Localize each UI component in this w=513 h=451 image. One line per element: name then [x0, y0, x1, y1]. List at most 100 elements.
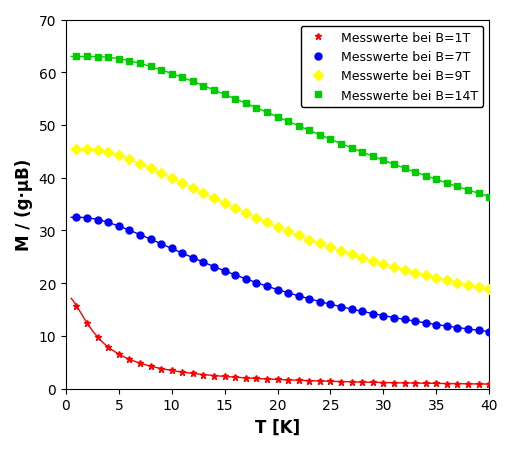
Messwerte bei B=7T: [190, 255, 196, 261]
Messwerte bei B=7T: [179, 251, 185, 256]
Messwerte bei B=7T: [444, 324, 450, 329]
Messwerte bei B=1T: [137, 361, 143, 366]
Messwerte bei B=9T: [73, 147, 80, 152]
Messwerte bei B=1T: [285, 377, 291, 383]
Messwerte bei B=9T: [84, 147, 90, 152]
Messwerte bei B=1T: [370, 380, 376, 385]
Messwerte bei B=9T: [94, 148, 101, 153]
Messwerte bei B=1T: [148, 364, 154, 369]
Line: Messwerte bei B=9T: Messwerte bei B=9T: [73, 146, 492, 293]
Messwerte bei B=14T: [295, 124, 302, 129]
Line: Messwerte bei B=7T: Messwerte bei B=7T: [73, 214, 492, 336]
Messwerte bei B=14T: [486, 194, 492, 200]
Messwerte bei B=9T: [402, 268, 408, 273]
Messwerte bei B=14T: [423, 174, 429, 179]
Messwerte bei B=9T: [222, 201, 228, 207]
Messwerte bei B=1T: [116, 352, 122, 357]
Messwerte bei B=7T: [402, 317, 408, 322]
Messwerte bei B=14T: [116, 57, 122, 62]
Messwerte bei B=7T: [253, 280, 260, 285]
Messwerte bei B=9T: [423, 273, 429, 279]
Messwerte bei B=7T: [232, 272, 239, 278]
Messwerte bei B=7T: [211, 264, 217, 270]
Messwerte bei B=9T: [465, 283, 471, 288]
Messwerte bei B=14T: [476, 191, 482, 197]
Messwerte bei B=1T: [295, 378, 302, 383]
Messwerte bei B=14T: [455, 184, 461, 190]
Messwerte bei B=14T: [190, 79, 196, 85]
Messwerte bei B=1T: [327, 379, 333, 384]
Legend: Messwerte bei B=1T, Messwerte bei B=7T, Messwerte bei B=9T, Messwerte bei B=14T: Messwerte bei B=1T, Messwerte bei B=7T, …: [301, 27, 483, 107]
Messwerte bei B=7T: [317, 299, 323, 304]
Messwerte bei B=1T: [349, 379, 355, 385]
Messwerte bei B=9T: [412, 271, 418, 276]
Messwerte bei B=7T: [486, 329, 492, 335]
Messwerte bei B=1T: [264, 377, 270, 382]
Messwerte bei B=1T: [380, 380, 386, 386]
Messwerte bei B=7T: [349, 307, 355, 312]
Messwerte bei B=9T: [179, 181, 185, 186]
Y-axis label: M / (g·μB): M / (g·μB): [15, 159, 33, 251]
Messwerte bei B=14T: [253, 106, 260, 111]
Messwerte bei B=7T: [370, 311, 376, 317]
Messwerte bei B=14T: [148, 64, 154, 70]
Messwerte bei B=14T: [402, 166, 408, 171]
Messwerte bei B=14T: [274, 115, 281, 120]
Messwerte bei B=9T: [201, 191, 207, 196]
Messwerte bei B=14T: [137, 61, 143, 67]
Messwerte bei B=9T: [190, 186, 196, 191]
Messwerte bei B=7T: [295, 294, 302, 299]
Messwerte bei B=14T: [306, 129, 312, 134]
Messwerte bei B=1T: [444, 381, 450, 387]
Messwerte bei B=1T: [211, 373, 217, 378]
Messwerte bei B=14T: [179, 75, 185, 81]
Messwerte bei B=9T: [169, 176, 175, 181]
Messwerte bei B=1T: [243, 375, 249, 381]
Messwerte bei B=7T: [476, 328, 482, 333]
Messwerte bei B=14T: [380, 158, 386, 164]
Messwerte bei B=1T: [391, 380, 397, 386]
Messwerte bei B=14T: [73, 55, 80, 60]
Messwerte bei B=9T: [116, 153, 122, 159]
Messwerte bei B=7T: [359, 309, 365, 314]
Messwerte bei B=14T: [412, 170, 418, 175]
Messwerte bei B=14T: [285, 120, 291, 125]
Messwerte bei B=14T: [243, 101, 249, 107]
Messwerte bei B=1T: [126, 357, 132, 362]
Messwerte bei B=9T: [370, 259, 376, 264]
Messwerte bei B=14T: [317, 133, 323, 138]
Line: Messwerte bei B=14T: Messwerte bei B=14T: [73, 54, 492, 201]
Messwerte bei B=14T: [158, 68, 164, 74]
Messwerte bei B=7T: [338, 304, 344, 310]
Messwerte bei B=14T: [211, 88, 217, 93]
Messwerte bei B=9T: [433, 276, 440, 281]
Messwerte bei B=9T: [148, 166, 154, 171]
Messwerte bei B=14T: [327, 137, 333, 143]
Messwerte bei B=7T: [306, 296, 312, 302]
Messwerte bei B=9T: [317, 241, 323, 247]
Messwerte bei B=1T: [253, 376, 260, 381]
Messwerte bei B=1T: [84, 321, 90, 326]
Messwerte bei B=9T: [486, 287, 492, 292]
Messwerte bei B=9T: [274, 225, 281, 230]
Messwerte bei B=7T: [264, 284, 270, 289]
Messwerte bei B=9T: [380, 262, 386, 267]
Messwerte bei B=14T: [264, 110, 270, 116]
Messwerte bei B=9T: [158, 171, 164, 176]
Messwerte bei B=9T: [211, 196, 217, 202]
Messwerte bei B=7T: [285, 290, 291, 296]
Messwerte bei B=14T: [84, 55, 90, 60]
Messwerte bei B=1T: [169, 368, 175, 373]
Messwerte bei B=9T: [285, 229, 291, 235]
Messwerte bei B=7T: [380, 313, 386, 318]
Messwerte bei B=9T: [243, 211, 249, 216]
Messwerte bei B=9T: [137, 161, 143, 167]
Messwerte bei B=9T: [349, 252, 355, 258]
Messwerte bei B=14T: [433, 177, 440, 183]
Messwerte bei B=7T: [465, 327, 471, 332]
Messwerte bei B=7T: [274, 287, 281, 293]
Messwerte bei B=1T: [222, 374, 228, 379]
Messwerte bei B=14T: [222, 92, 228, 98]
Messwerte bei B=7T: [73, 215, 80, 221]
Messwerte bei B=14T: [169, 72, 175, 77]
